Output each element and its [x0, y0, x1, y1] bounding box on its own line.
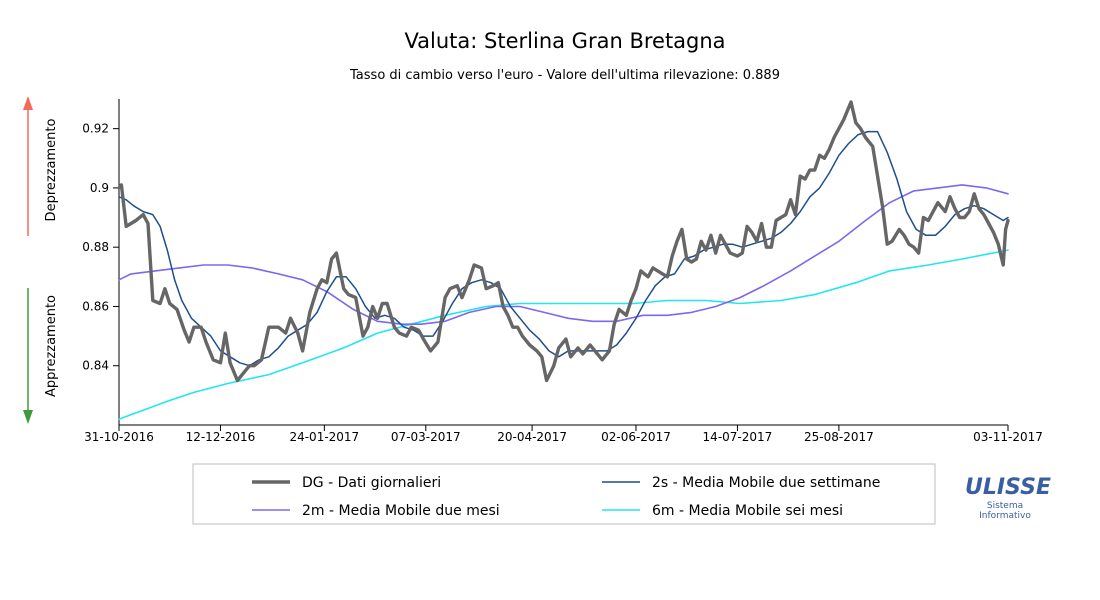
- x-tick-label: 07-03-2017: [391, 430, 461, 444]
- chart-title: Valuta: Sterlina Gran Bretagna: [404, 29, 725, 53]
- chart-subtitle: Tasso di cambio verso l'euro - Valore de…: [349, 68, 780, 83]
- x-tick-label: 31-10-2016: [84, 430, 154, 444]
- x-tick-label: 20-04-2017: [497, 430, 567, 444]
- depreciation-arrow-head: [23, 96, 33, 110]
- y-tick-label: 0.88: [82, 240, 109, 254]
- series-daily-line: [117, 100, 1010, 383]
- series-lines: [117, 100, 1010, 420]
- y-tick-label: 0.9: [90, 181, 109, 195]
- x-tick-label: 03-11-2017: [973, 430, 1043, 444]
- legend-label: DG - Dati giornalieri: [302, 475, 441, 491]
- y-ticks: 0.84 0.86 0.88 0.9 0.92: [82, 122, 119, 373]
- series-2-months-line: [118, 184, 1009, 325]
- depreciation-label: Deprezzamento: [44, 119, 59, 222]
- logo-subtitle-2: Informativo: [979, 511, 1031, 521]
- x-tick-label: 25-08-2017: [804, 430, 874, 444]
- x-ticks: 31-10-2016 12-12-2016 24-01-2017 07-03-2017…: [84, 425, 1043, 444]
- y-tick-label: 0.84: [82, 359, 109, 373]
- logo-subtitle-1: Sistema: [987, 501, 1023, 511]
- series-6-months-line: [118, 249, 1009, 420]
- ulisse-logo: ULISSE Sistema Informativo: [965, 475, 1051, 521]
- y-tick-label: 0.92: [82, 122, 109, 136]
- x-tick-label: 12-12-2016: [186, 430, 256, 444]
- legend-label: 2m - Media Mobile due mesi: [302, 503, 500, 519]
- logo-text: ULISSE: [965, 475, 1051, 500]
- x-tick-label: 14-07-2017: [703, 430, 773, 444]
- legend-label: 2s - Media Mobile due settimane: [652, 475, 880, 491]
- x-tick-label: 02-06-2017: [601, 430, 671, 444]
- legend-box: [192, 463, 936, 525]
- appreciation-arrow-head: [23, 410, 33, 424]
- legend: DG - Dati giornalieri 2s - Media Mobile d…: [252, 475, 880, 519]
- appreciation-label: Apprezzamento: [44, 295, 59, 397]
- legend-label: 6m - Media Mobile sei mesi: [652, 503, 843, 519]
- y-tick-label: 0.86: [82, 299, 109, 313]
- x-tick-label: 24-01-2017: [289, 430, 359, 444]
